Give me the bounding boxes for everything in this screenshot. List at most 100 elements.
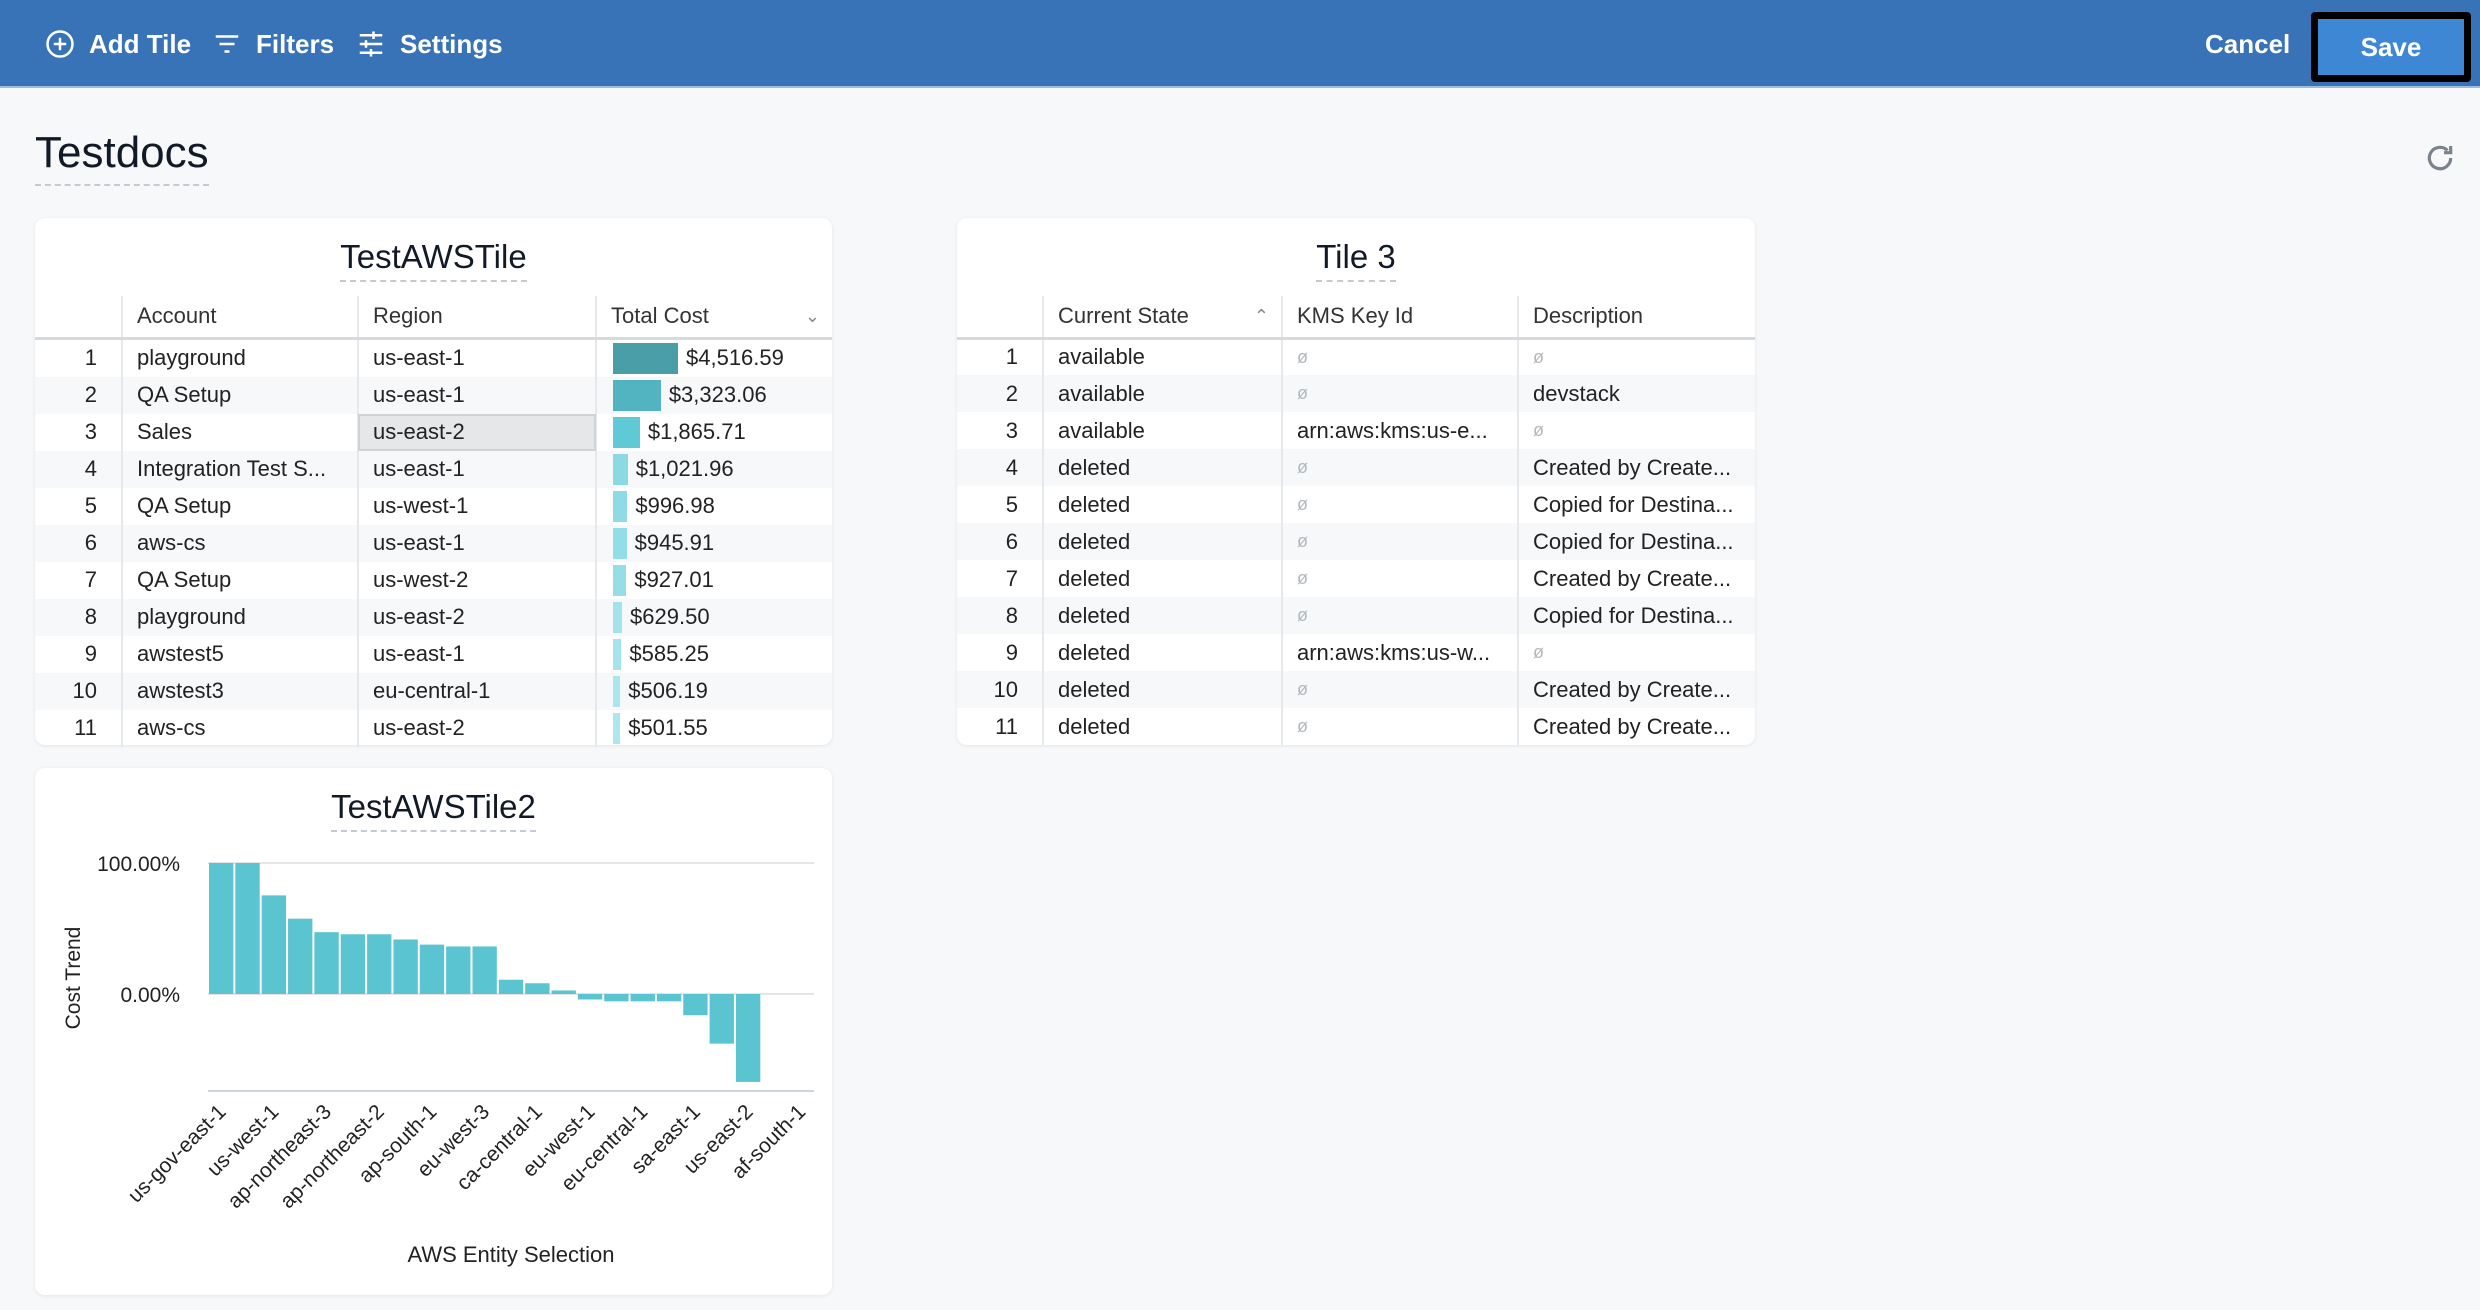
total-cost-cell[interactable]: $4,516.59 [595,338,832,377]
current-state-cell[interactable]: deleted [1042,597,1282,634]
table-row[interactable]: 6 deleted ø Copied for Destina... [957,523,1755,560]
total-cost-cell[interactable]: $501.55 [595,709,832,747]
current-state-cell[interactable]: available [1042,412,1282,449]
current-state-cell[interactable]: deleted [1042,671,1282,708]
description-cell[interactable]: Copied for Destina... [1517,597,1755,634]
kms-key-id-cell[interactable]: ø [1281,486,1518,523]
bar[interactable] [498,979,524,994]
description-cell[interactable]: ø [1517,338,1755,375]
table-row[interactable]: 5 QA Setup us-west-1 $996.98 [35,487,832,525]
table-row[interactable]: 9 deleted arn:aws:kms:us-w... ø [957,634,1755,671]
table-row[interactable]: 10 deleted ø Created by Create... [957,671,1755,708]
kms-key-id-cell[interactable]: ø [1281,375,1518,412]
current-state-cell[interactable]: deleted [1042,486,1282,523]
kms-key-id-cell[interactable]: ø [1281,560,1518,597]
bar[interactable] [261,895,287,994]
total-cost-cell[interactable]: $3,323.06 [595,376,832,414]
region-cell[interactable]: us-east-1 [357,524,596,562]
total-cost-cell[interactable]: $1,021.96 [595,450,832,488]
total-cost-cell[interactable]: $585.25 [595,635,832,673]
region-cell[interactable]: us-west-2 [357,561,596,599]
description-cell[interactable]: ø [1517,412,1755,449]
table-row[interactable]: 7 deleted ø Created by Create... [957,560,1755,597]
account-cell[interactable]: QA Setup [121,561,358,599]
total-cost-cell[interactable]: $996.98 [595,487,832,525]
bar[interactable] [288,918,313,994]
tile-title[interactable]: Tile 3 [1316,238,1396,282]
save-button[interactable]: Save [2311,12,2471,82]
bar[interactable] [551,990,576,994]
account-cell[interactable]: aws-cs [121,709,358,747]
description-cell[interactable]: Created by Create... [1517,560,1755,597]
region-cell[interactable]: us-east-2 [357,413,596,451]
kms-key-id-cell[interactable]: arn:aws:kms:us-e... [1281,412,1518,449]
current-state-cell[interactable]: deleted [1042,523,1282,560]
kms-key-id-cell[interactable]: ø [1281,671,1518,708]
description-cell[interactable]: Created by Create... [1517,708,1755,745]
kms-key-id-cell[interactable]: ø [1281,449,1518,486]
account-cell[interactable]: Sales [121,413,358,451]
description-cell[interactable]: ø [1517,634,1755,671]
account-cell[interactable]: playground [121,598,358,636]
table-row[interactable]: 11 deleted ø Created by Create... [957,708,1755,745]
region-cell[interactable]: us-east-2 [357,709,596,747]
add-tile-button[interactable]: Add Tile [45,0,191,88]
current-state-cell[interactable]: deleted [1042,634,1282,671]
description-cell[interactable]: devstack [1517,375,1755,412]
description-cell[interactable]: Copied for Destina... [1517,523,1755,560]
description-cell[interactable]: Copied for Destina... [1517,486,1755,523]
tile-title[interactable]: TestAWSTile [340,238,527,282]
bar[interactable] [446,946,471,994]
table-row[interactable]: 2 QA Setup us-east-1 $3,323.06 [35,376,832,414]
column-header-total-cost[interactable]: Total Cost ⌄ [595,296,832,340]
description-cell[interactable]: Created by Create... [1517,449,1755,486]
bar[interactable] [209,863,234,994]
total-cost-cell[interactable]: $945.91 [595,524,832,562]
region-cell[interactable]: us-east-1 [357,376,596,414]
table-row[interactable]: 3 available arn:aws:kms:us-e... ø [957,412,1755,449]
current-state-cell[interactable]: deleted [1042,449,1282,486]
region-cell[interactable]: us-east-1 [357,635,596,673]
account-cell[interactable]: aws-cs [121,524,358,562]
bar[interactable] [577,994,603,1000]
total-cost-cell[interactable]: $1,865.71 [595,413,832,451]
current-state-cell[interactable]: deleted [1042,560,1282,597]
bar[interactable] [393,939,418,994]
column-header-region[interactable]: Region [357,296,596,340]
table-row[interactable]: 5 deleted ø Copied for Destina... [957,486,1755,523]
table-row[interactable]: 10 awstest3 eu-central-1 $506.19 [35,672,832,710]
chart-title[interactable]: TestAWSTile2 [331,788,536,832]
bar[interactable] [419,944,445,994]
table-row[interactable]: 7 QA Setup us-west-2 $927.01 [35,561,832,599]
bar[interactable] [656,994,682,1002]
table-row[interactable]: 6 aws-cs us-east-1 $945.91 [35,524,832,562]
column-header-account[interactable]: Account [121,296,358,340]
account-cell[interactable]: QA Setup [121,487,358,525]
kms-key-id-cell[interactable]: ø [1281,597,1518,634]
bar[interactable] [367,934,392,994]
table-row[interactable]: 3 Sales us-east-2 $1,865.71 [35,413,832,451]
kms-key-id-cell[interactable]: arn:aws:kms:us-w... [1281,634,1518,671]
bar[interactable] [235,863,260,994]
account-cell[interactable]: playground [121,338,358,377]
total-cost-cell[interactable]: $927.01 [595,561,832,599]
total-cost-cell[interactable]: $506.19 [595,672,832,710]
region-cell[interactable]: eu-central-1 [357,672,596,710]
table-row[interactable]: 4 Integration Test S... us-east-1 $1,021… [35,450,832,488]
description-cell[interactable]: Created by Create... [1517,671,1755,708]
table-row[interactable]: 4 deleted ø Created by Create... [957,449,1755,486]
bar[interactable] [340,934,366,994]
bar[interactable] [472,946,497,994]
cancel-button[interactable]: Cancel [2205,28,2291,59]
region-cell[interactable]: us-east-1 [357,338,596,377]
table-row[interactable]: 8 deleted ø Copied for Destina... [957,597,1755,634]
account-cell[interactable]: QA Setup [121,376,358,414]
account-cell[interactable]: awstest5 [121,635,358,673]
account-cell[interactable]: awstest3 [121,672,358,710]
refresh-icon[interactable] [2424,142,2456,174]
sort-descending-icon[interactable]: ⌄ [804,306,820,326]
column-header-current-state[interactable]: Current State ⌃ [1042,296,1282,340]
current-state-cell[interactable]: available [1042,338,1282,375]
bar[interactable] [525,983,550,994]
bar[interactable] [314,932,339,994]
